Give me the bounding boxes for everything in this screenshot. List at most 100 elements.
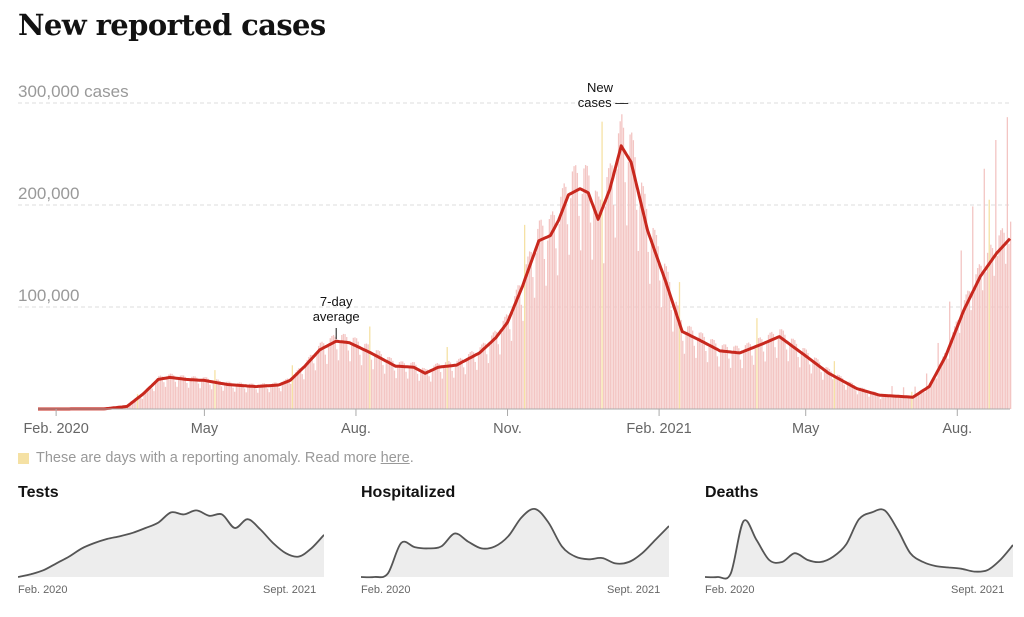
case-bar [652, 227, 654, 409]
case-bar [883, 394, 885, 409]
case-bar [393, 370, 396, 409]
case-bar [985, 272, 987, 409]
case-bar [459, 357, 462, 409]
case-bar [868, 396, 870, 409]
case-bar [535, 253, 537, 409]
x-axis-ticks: Feb. 2020 May Aug. Nov. Feb. 2021 May Aug. [23, 409, 972, 437]
case-bar [657, 246, 659, 409]
case-bar [659, 280, 661, 409]
case-bar [499, 354, 501, 409]
case-bar [402, 361, 404, 409]
case-bar [285, 379, 287, 409]
case-bar [578, 215, 580, 409]
case-bar [766, 343, 768, 409]
case-bar [598, 196, 600, 409]
case-bar [492, 332, 494, 409]
case-bar [939, 369, 941, 409]
case-bar [505, 314, 508, 409]
y-tick-label: 300,000 cases [18, 82, 129, 101]
case-bar [558, 224, 560, 409]
case-bar [151, 388, 153, 409]
case-bar [983, 168, 985, 409]
case-bar [156, 378, 158, 409]
case-bar [677, 305, 679, 409]
case-bar [355, 338, 358, 409]
case-bar [458, 358, 460, 409]
case-bar [993, 275, 995, 409]
case-bar [248, 383, 251, 409]
case-bar [723, 344, 725, 409]
case-bar [705, 351, 707, 409]
case-bar [346, 336, 348, 409]
case-bar [901, 397, 903, 409]
x-tick-label: Aug. [942, 421, 972, 437]
case-bar [418, 380, 420, 409]
case-bar [891, 386, 893, 409]
case-bar [715, 343, 717, 409]
case-bar [893, 396, 895, 409]
case-bar [812, 361, 814, 409]
case-bar [772, 333, 775, 409]
case-bar [751, 355, 753, 409]
case-bar [990, 244, 992, 409]
case-bar [894, 394, 896, 409]
case-bar [838, 375, 840, 409]
case-bar [813, 357, 816, 409]
case-bar [395, 378, 397, 409]
sparkline-area [18, 510, 324, 577]
case-bar [456, 360, 458, 409]
case-bar [588, 175, 590, 409]
case-bar [825, 367, 827, 409]
page-title: New reported cases [18, 8, 326, 42]
case-bar [446, 347, 448, 409]
case-bar [696, 340, 699, 409]
case-bar [828, 369, 831, 409]
case-bar [753, 364, 755, 409]
case-bar [680, 319, 682, 409]
case-bar [275, 382, 277, 409]
case-bar [387, 357, 389, 409]
case-bar [958, 332, 961, 409]
case-bar [222, 390, 224, 409]
case-bar [794, 340, 796, 409]
case-bar [1003, 232, 1005, 409]
case-bar [855, 390, 857, 409]
case-bar [688, 325, 691, 409]
case-bar [792, 338, 794, 409]
case-bar [552, 211, 554, 409]
anomaly-read-more-link[interactable]: here [380, 450, 410, 466]
case-bar [897, 394, 900, 409]
case-bar [202, 377, 205, 409]
sparkline-area [361, 508, 669, 578]
case-bar [545, 285, 547, 409]
case-bar [548, 219, 550, 409]
new-cases-annotation-text: New [587, 80, 614, 95]
case-bar [889, 397, 892, 409]
tests-sparkline [18, 509, 324, 578]
case-bar [817, 359, 819, 409]
case-bar [174, 381, 177, 409]
case-bar [238, 382, 241, 409]
case-bar [963, 300, 966, 409]
case-bar [179, 375, 181, 409]
case-bar [489, 345, 491, 409]
case-bar [517, 285, 519, 409]
case-bar [495, 331, 498, 409]
case-bar [695, 357, 697, 409]
case-bar [728, 358, 730, 409]
case-bar [802, 347, 804, 409]
case-bar [591, 259, 593, 409]
case-bar [919, 391, 921, 409]
case-bar [313, 363, 315, 409]
case-bar [163, 382, 165, 409]
case-bar [337, 360, 340, 409]
case-bar [1005, 263, 1007, 409]
case-bar [708, 346, 710, 409]
case-bar [575, 165, 577, 409]
case-bar [631, 132, 633, 410]
case-bar [632, 140, 635, 409]
deaths-end-label: Sept. 2021 [951, 584, 1005, 596]
case-bar [453, 377, 455, 409]
case-bar [474, 361, 476, 409]
